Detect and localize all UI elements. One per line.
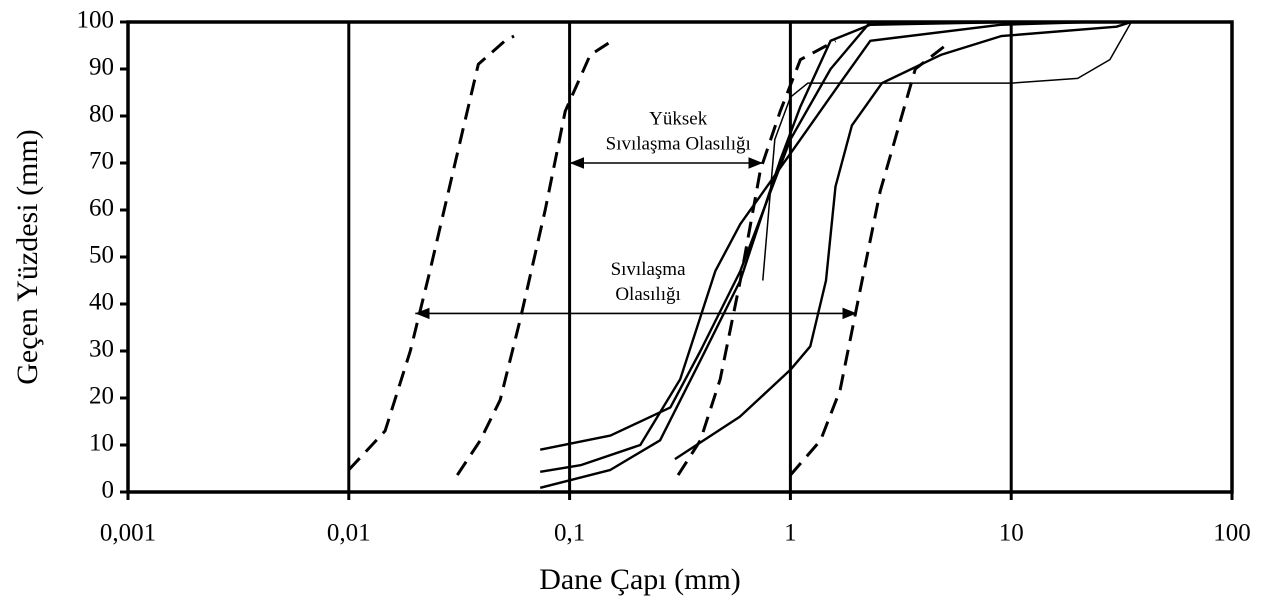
annotation-text: Olasılığı (615, 284, 680, 305)
annotation-text: Sıvılaşma Olasılığı (606, 133, 751, 154)
y-tick-label: 40 (89, 289, 114, 316)
plot-frame (126, 20, 1234, 494)
y-tick-label: 10 (89, 430, 114, 457)
x-tick-label: 0,1 (554, 520, 585, 547)
x-axis-label: Dane Çapı (mm) (539, 563, 741, 596)
y-tick-label: 90 (89, 54, 114, 81)
y-tick-label: 30 (89, 336, 114, 363)
curve (676, 39, 837, 476)
curve (762, 21, 1132, 281)
curve (347, 34, 515, 471)
y-tick-label: 20 (89, 383, 114, 410)
curve (539, 20, 1012, 489)
curve (456, 39, 614, 476)
y-tick-label: 70 (89, 148, 114, 175)
annotation-text: Yüksek (649, 108, 708, 129)
y-tick-label: 0 (102, 477, 115, 504)
annotation-text: Sıvılaşma (611, 259, 687, 280)
x-tick-label: 100 (1213, 520, 1251, 547)
x-tick-label: 0,001 (100, 520, 156, 547)
y-tick-label: 80 (89, 101, 114, 128)
x-tick-label: 0,01 (327, 520, 371, 547)
curve (789, 44, 947, 477)
curve (540, 20, 1091, 473)
curve (674, 20, 1132, 461)
y-tick-label: 50 (89, 242, 114, 269)
x-tick-label: 1 (784, 520, 797, 547)
y-tick-label: 60 (89, 195, 114, 222)
x-tick-label: 10 (999, 520, 1024, 547)
curve (539, 21, 872, 451)
y-tick-label: 100 (77, 7, 115, 34)
y-axis-label: Geçen Yüzdesi (mm) (11, 129, 44, 384)
